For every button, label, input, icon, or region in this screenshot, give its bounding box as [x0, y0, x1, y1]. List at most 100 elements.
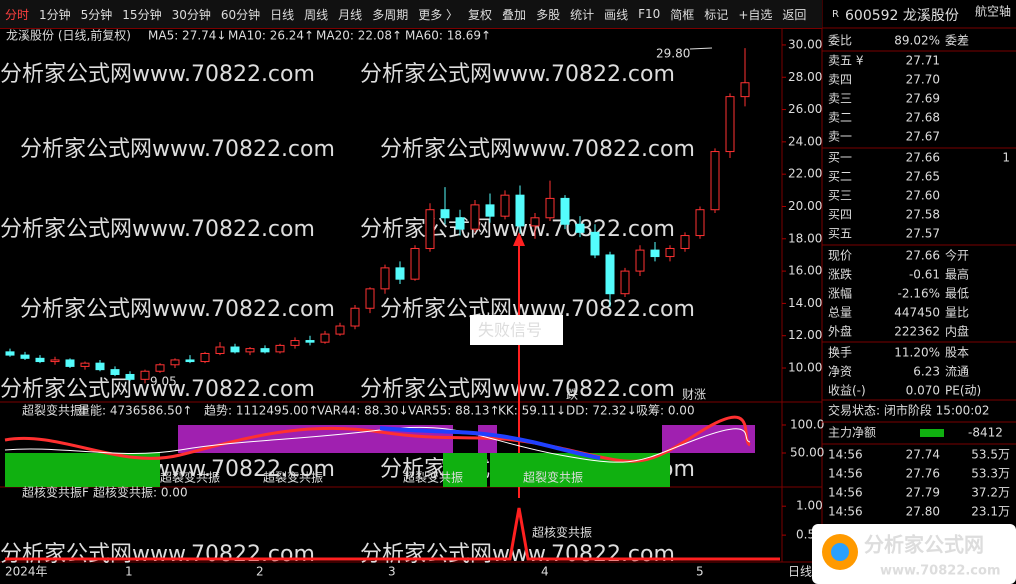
y-tick-label: 28.00	[788, 70, 822, 84]
toolbar-button[interactable]: +自选	[738, 7, 773, 22]
watermark: 分析家公式网www.70822.com	[0, 62, 315, 87]
candle-body	[155, 364, 165, 372]
bid-price: 27.60	[906, 189, 940, 203]
bid-price: 27.65	[906, 170, 940, 184]
wave	[379, 426, 601, 460]
candle-body	[710, 151, 720, 211]
candle-body	[140, 370, 150, 380]
trade-volume: 37.2万	[971, 486, 1010, 500]
bid-label: 买一	[828, 151, 852, 165]
toolbar-button[interactable]: 日线	[270, 7, 295, 22]
trade-time: 14:56	[828, 448, 863, 462]
quote-label: 涨跌	[828, 267, 852, 282]
candle-body	[170, 359, 180, 366]
x-tick-label: 2	[256, 565, 264, 579]
candle-body	[80, 362, 90, 367]
toolbar-button[interactable]: 返回	[782, 7, 807, 22]
candle-body	[320, 333, 330, 343]
x-tick-label: 1	[125, 565, 133, 579]
zone	[443, 453, 487, 487]
quote-value: -0.61	[909, 268, 940, 282]
watermark: 分析家公式网www.70822.com	[360, 542, 675, 567]
trade-price: 27.80	[906, 505, 940, 519]
indicator-value: VAR44: 88.30↓	[317, 404, 409, 418]
bid-price: 27.57	[906, 227, 940, 241]
indicator-note: 超裂变共振	[263, 470, 323, 485]
toolbar-button[interactable]: 60分钟	[220, 7, 261, 22]
toolbar-button[interactable]: 多股	[536, 7, 561, 22]
marker: 财涨	[682, 387, 706, 402]
candle-body	[485, 204, 495, 217]
toolbar-button[interactable]: 周线	[304, 7, 329, 22]
toolbar-button[interactable]: 标记	[704, 7, 729, 22]
trade-time: 14:56	[828, 505, 863, 519]
low-label: 9.05	[150, 375, 177, 389]
toolbar-button[interactable]: 统计	[570, 7, 595, 22]
y-tick-label: 26.00	[788, 102, 822, 116]
ma-label: MA20: 22.08↑	[316, 29, 402, 43]
toolbar-button[interactable]: 5分钟	[80, 7, 113, 22]
wave	[4, 426, 751, 463]
indicator-value: 超核变共振: 0.00	[93, 485, 188, 500]
quote-label: 量比	[945, 306, 969, 320]
watermark: 分析家公式网www.70822.com	[0, 377, 315, 402]
toolbar-button[interactable]: 更多 〉	[418, 7, 459, 22]
indicator-value: VAR55: 88.13↑	[408, 404, 500, 418]
y-tick-label: 14.00	[788, 296, 822, 310]
toolbar-button[interactable]: 画线	[604, 7, 629, 22]
y-tick-label: 12.00	[788, 328, 822, 342]
indicator-note: 超裂变共振	[523, 470, 583, 485]
quote-value: 27.66	[906, 249, 940, 263]
candle-body	[605, 254, 615, 295]
ask-label: 卖二	[828, 111, 852, 125]
toolbar-button[interactable]: 1分钟	[39, 7, 71, 22]
quote-label: 股本	[945, 346, 969, 360]
toolbar-button[interactable]: 多周期	[372, 7, 409, 22]
trade-status: 交易状态: 闭市阶段 15:00:02	[828, 403, 990, 418]
trade-volume: 53.5万	[971, 448, 1010, 462]
toolbar-button[interactable]: 复权	[468, 7, 493, 22]
trade-time: 14:56	[828, 486, 863, 500]
candle-body	[515, 194, 525, 227]
candle-body	[125, 373, 135, 380]
ask-label: 卖五 ¥	[828, 54, 864, 68]
toolbar-button[interactable]: 叠加	[502, 7, 527, 22]
logo-icon	[831, 543, 849, 561]
toolbar-button[interactable]: 月线	[338, 7, 363, 22]
quote-value: 0.070	[906, 384, 940, 398]
quote-label: 最低	[945, 287, 969, 301]
quote-label: 涨幅	[828, 286, 852, 301]
ma-label: MA10: 26.24↑	[228, 29, 314, 43]
toolbar-button[interactable]: 15分钟	[122, 7, 162, 22]
flow-bar	[920, 429, 944, 437]
value: 89.02%	[894, 34, 940, 48]
arrow-head	[513, 232, 525, 246]
bid-label: 买四	[828, 208, 852, 222]
toolbar-button[interactable]: 30分钟	[171, 7, 211, 22]
candle-body	[350, 307, 360, 327]
quote-value: 447450	[894, 306, 940, 320]
candle-body	[635, 249, 645, 272]
toolbar-button[interactable]: 简框	[670, 7, 695, 22]
quote-label: 今开	[945, 248, 969, 263]
quote-label: 换手	[828, 346, 852, 360]
candle-body	[620, 270, 630, 295]
candle-body	[725, 96, 735, 153]
toolbar-button[interactable]: F10	[638, 7, 661, 21]
candle-body	[500, 194, 510, 217]
quote-label: 净资	[828, 365, 852, 379]
trade-price: 27.79	[906, 486, 940, 500]
x-tick-label: 日线	[788, 565, 812, 579]
ask-price: 27.69	[906, 92, 940, 106]
bid-price: 27.66	[906, 151, 940, 165]
candle-body	[215, 346, 225, 354]
toolbar-button[interactable]: 分时	[5, 7, 30, 22]
indicator-value: 量能: 4736586.50↑	[78, 404, 192, 418]
ask-price: 27.70	[906, 73, 940, 87]
ma-label: MA5: 27.74↓	[148, 29, 226, 43]
watermark: 分析家公式网www.70822.com	[0, 542, 315, 567]
watermark: 分析家公式网www.70822.com	[360, 62, 675, 87]
y-tick-label: 10.00	[788, 361, 822, 375]
candle-body	[275, 344, 285, 353]
